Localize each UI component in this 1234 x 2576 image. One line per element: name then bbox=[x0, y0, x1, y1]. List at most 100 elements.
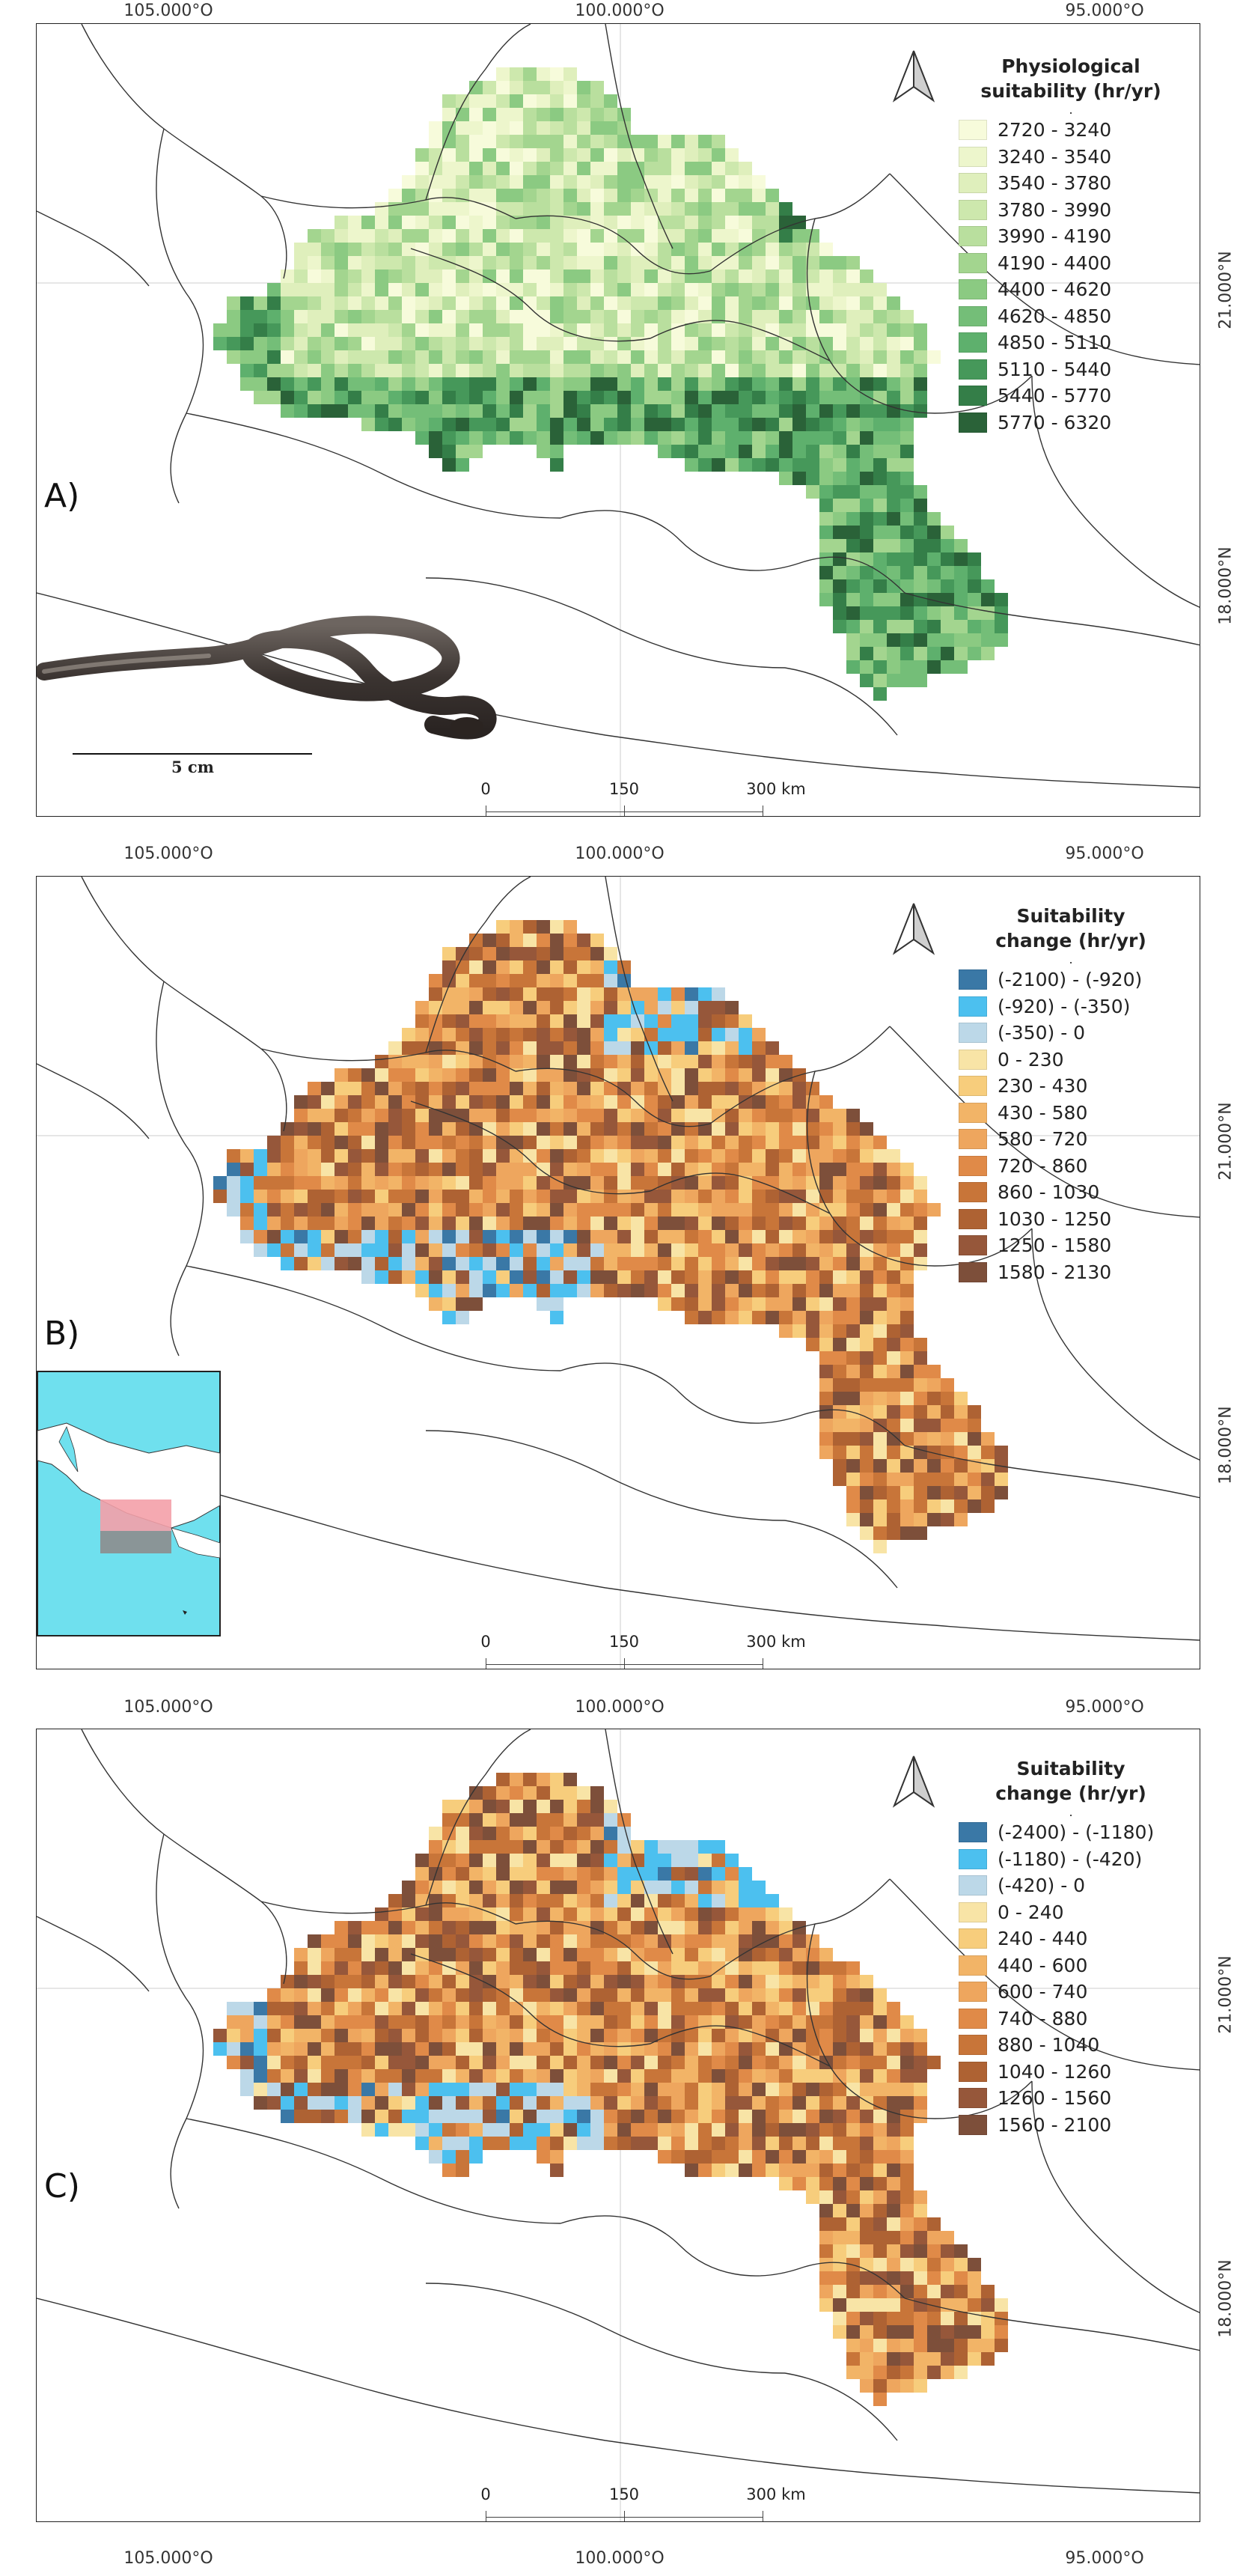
raster-cell bbox=[442, 323, 456, 337]
raster-cell bbox=[550, 202, 563, 216]
raster-cell bbox=[833, 1163, 846, 1176]
raster-cell bbox=[914, 1257, 927, 1270]
raster-cell bbox=[469, 1136, 483, 1149]
raster-cell bbox=[644, 1055, 658, 1068]
raster-cell bbox=[604, 1055, 617, 1068]
raster-cell bbox=[604, 270, 617, 283]
raster-cell bbox=[860, 579, 873, 593]
raster-cell bbox=[873, 2042, 887, 2056]
raster-cell bbox=[698, 2110, 712, 2123]
raster-cell bbox=[644, 1948, 658, 1961]
raster-cell bbox=[981, 620, 995, 633]
raster-cell bbox=[900, 2231, 914, 2244]
state-border bbox=[889, 1026, 1200, 1218]
state-border bbox=[81, 24, 287, 279]
raster-cell bbox=[887, 552, 900, 566]
raster-cell bbox=[294, 270, 308, 283]
raster-cell bbox=[873, 512, 887, 526]
raster-cell bbox=[254, 2069, 267, 2083]
raster-cell bbox=[294, 1961, 308, 1975]
legend-swatch bbox=[959, 1261, 987, 1282]
raster-cell bbox=[483, 1975, 496, 1988]
raster-cell bbox=[658, 175, 671, 189]
raster-cell bbox=[388, 270, 402, 283]
raster-cell bbox=[860, 1432, 873, 1446]
raster-cell bbox=[671, 162, 685, 175]
raster-cell bbox=[483, 162, 496, 175]
raster-cell bbox=[442, 2137, 456, 2150]
raster-cell bbox=[577, 1786, 590, 1800]
raster-cell bbox=[914, 1176, 927, 1190]
raster-cell bbox=[900, 1324, 914, 1338]
raster-cell bbox=[819, 552, 833, 566]
state-border bbox=[425, 1729, 531, 1906]
raster-cell bbox=[402, 418, 415, 431]
raster-cell bbox=[617, 1243, 631, 1257]
raster-cell bbox=[617, 1813, 631, 1827]
state-border bbox=[904, 1445, 1200, 1499]
raster-cell bbox=[537, 1014, 550, 1028]
raster-cell bbox=[240, 1217, 254, 1230]
raster-cell bbox=[604, 418, 617, 431]
raster-cell bbox=[604, 364, 617, 377]
raster-cell bbox=[550, 94, 563, 108]
raster-cell bbox=[671, 1988, 685, 2002]
raster-cell bbox=[968, 593, 981, 606]
legend-swatch bbox=[959, 2088, 987, 2109]
raster-cell bbox=[415, 1190, 429, 1203]
raster-cell bbox=[469, 2029, 483, 2042]
raster-cell bbox=[361, 2096, 375, 2110]
raster-cell bbox=[537, 2029, 550, 2042]
raster-cell bbox=[483, 1270, 496, 1284]
raster-cell bbox=[739, 1243, 752, 1257]
raster-cell bbox=[806, 391, 819, 404]
raster-cell bbox=[819, 2083, 833, 2096]
raster-cell bbox=[496, 418, 510, 431]
raster-cell bbox=[483, 216, 496, 229]
raster-cell bbox=[402, 1243, 415, 1257]
raster-cell bbox=[442, 310, 456, 323]
raster-cell bbox=[335, 1217, 348, 1230]
raster-cell bbox=[375, 1243, 388, 1257]
raster-cell bbox=[739, 1988, 752, 2002]
raster-cell bbox=[429, 431, 442, 445]
raster-cell bbox=[590, 418, 604, 431]
raster-cell bbox=[766, 229, 779, 243]
raster-cell bbox=[483, 2029, 496, 2042]
raster-cell bbox=[537, 1041, 550, 1055]
raster-cell bbox=[523, 337, 537, 350]
raster-cell bbox=[860, 2056, 873, 2069]
raster-cell bbox=[766, 1068, 779, 1082]
raster-cell bbox=[604, 350, 617, 364]
raster-cell bbox=[604, 1961, 617, 1975]
raster-cell bbox=[563, 364, 577, 377]
raster-cell bbox=[927, 2352, 941, 2366]
raster-cell bbox=[698, 2083, 712, 2096]
raster-cell bbox=[335, 323, 348, 337]
raster-cell bbox=[469, 1961, 483, 1975]
raster-cell bbox=[321, 1122, 335, 1136]
raster-cell bbox=[308, 2015, 321, 2029]
raster-cell bbox=[766, 1055, 779, 1068]
raster-cell bbox=[846, 377, 860, 391]
raster-cell bbox=[779, 256, 792, 270]
raster-cell bbox=[846, 566, 860, 579]
raster-cell bbox=[469, 1975, 483, 1988]
raster-cell bbox=[308, 2110, 321, 2123]
raster-cell bbox=[550, 2042, 563, 2056]
raster-cell bbox=[914, 377, 927, 391]
raster-cell bbox=[671, 2137, 685, 2150]
raster-cell bbox=[429, 256, 442, 270]
raster-cell bbox=[698, 1109, 712, 1122]
raster-cell bbox=[698, 256, 712, 270]
raster-cell bbox=[914, 606, 927, 620]
raster-cell bbox=[671, 243, 685, 256]
scale-label-300: 300 km bbox=[746, 2485, 806, 2503]
raster-cell bbox=[833, 2271, 846, 2285]
raster-cell bbox=[846, 2015, 860, 2029]
raster-cell bbox=[617, 431, 631, 445]
raster-cell bbox=[604, 1041, 617, 1055]
legend-item: 1580 - 2130 bbox=[959, 1259, 1183, 1286]
raster-cell bbox=[402, 2096, 415, 2110]
raster-cell bbox=[833, 1176, 846, 1190]
